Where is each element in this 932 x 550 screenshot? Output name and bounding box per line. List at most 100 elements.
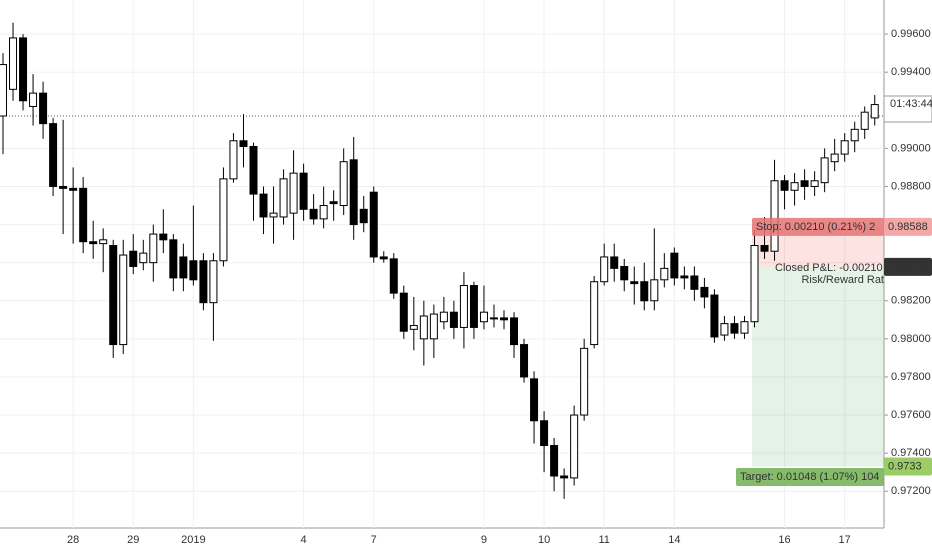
candle-body xyxy=(580,347,589,416)
candle-body xyxy=(510,317,519,346)
candle-body xyxy=(49,123,58,187)
rr-text: Risk/Reward Rat xyxy=(801,274,884,286)
x-tick-label: 17 xyxy=(839,534,851,546)
candle-body xyxy=(660,267,669,281)
candle-body xyxy=(329,201,338,205)
candle-body xyxy=(750,245,759,323)
candle-body xyxy=(820,157,829,184)
candle-body xyxy=(199,260,208,304)
candle-body xyxy=(640,281,649,302)
candle-body xyxy=(620,265,629,281)
pnl-text: Closed P&L: -0.00210 xyxy=(775,262,883,274)
candle-body xyxy=(209,260,218,304)
candle-body xyxy=(630,281,639,285)
candle-body xyxy=(309,208,318,220)
candle-body xyxy=(449,311,458,328)
candle-body xyxy=(850,128,859,142)
candle-body xyxy=(229,140,238,180)
target-price: 0.9733 xyxy=(888,460,922,472)
y-tick-label: 0.97600 xyxy=(891,409,931,421)
candle-body xyxy=(219,178,228,262)
candle-body xyxy=(469,285,478,328)
candle-body xyxy=(19,37,28,102)
candle-body xyxy=(59,185,68,189)
x-tick-label: 11 xyxy=(598,534,609,546)
candle-body xyxy=(700,286,709,298)
candle-body xyxy=(169,239,178,279)
candle-body xyxy=(399,292,408,332)
candle-body xyxy=(790,182,799,191)
entry-price: 0.98378 xyxy=(888,261,928,273)
candle-body xyxy=(840,140,849,155)
candle-body xyxy=(279,178,288,218)
candle-body xyxy=(159,233,168,241)
candle-body xyxy=(319,205,328,220)
candle-body xyxy=(550,445,559,477)
candle-body xyxy=(650,279,659,302)
x-tick-label: 10 xyxy=(538,534,550,546)
candle-body xyxy=(109,245,118,346)
y-tick-label: 0.99000 xyxy=(891,142,931,154)
candle-body xyxy=(570,414,579,479)
candle-body xyxy=(419,315,428,340)
candle-body xyxy=(560,475,569,479)
candle-body xyxy=(299,172,308,210)
candle-body xyxy=(0,64,7,117)
candle-body xyxy=(269,212,278,218)
stop-price-box xyxy=(884,217,932,236)
target-text: Target: 0.01048 (1.07%) 104 xyxy=(740,471,879,483)
x-tick-label: 4 xyxy=(301,534,307,546)
y-tick-label: 0.97200 xyxy=(891,485,931,497)
candle-body xyxy=(129,250,138,267)
y-tick-label: 0.97800 xyxy=(891,371,931,383)
target-zone xyxy=(752,266,884,467)
candle-body xyxy=(139,252,148,264)
y-tick-label: 0.98800 xyxy=(891,180,931,192)
candle-body xyxy=(489,317,498,320)
x-tick-label: 9 xyxy=(481,534,487,546)
target-price-box xyxy=(884,457,932,476)
y-tick-label: 0.99600 xyxy=(891,28,931,40)
x-tick-label: 29 xyxy=(127,534,139,546)
candle-body xyxy=(810,180,819,187)
candle-body xyxy=(179,256,188,279)
x-tick-label: 14 xyxy=(668,534,680,546)
y-tick-label: 0.98000 xyxy=(891,333,931,345)
x-tick-label: 7 xyxy=(371,534,377,546)
candle-body xyxy=(89,241,98,245)
y-tick-label: 0.98200 xyxy=(891,295,931,307)
candle-body xyxy=(540,420,549,447)
candle-body xyxy=(590,281,599,346)
candle-body xyxy=(740,321,749,334)
candle-body xyxy=(870,104,879,119)
target-text-box xyxy=(736,467,884,486)
candle-body xyxy=(760,245,769,252)
candle-body xyxy=(830,153,839,163)
candle-body xyxy=(439,311,448,323)
stop-text-box xyxy=(752,217,884,236)
stop-price: 0.98588 xyxy=(888,221,928,233)
candle-body xyxy=(149,233,158,264)
candle-body xyxy=(500,317,508,321)
candle-body xyxy=(530,378,539,422)
candle-body xyxy=(79,187,88,243)
candle-body xyxy=(349,159,358,226)
candle-body xyxy=(339,161,348,207)
candle-body xyxy=(99,239,108,245)
candle-body xyxy=(39,92,48,125)
candle-body xyxy=(259,193,268,218)
candle-body xyxy=(459,285,468,328)
candle-body xyxy=(379,256,388,260)
candle-body xyxy=(610,256,619,269)
candle-body xyxy=(409,325,418,330)
candle-body xyxy=(369,191,378,258)
candle-body xyxy=(780,180,789,191)
candle-body xyxy=(860,111,869,130)
candle-body xyxy=(600,256,609,283)
y-tick-label: 0.97400 xyxy=(891,447,931,459)
candle-body xyxy=(9,37,18,90)
candle-body xyxy=(670,252,679,279)
entry-price-box xyxy=(884,257,932,276)
